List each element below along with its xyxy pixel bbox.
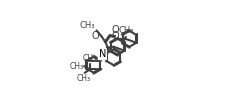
Text: O: O [111, 25, 118, 35]
Text: O: O [91, 31, 99, 41]
Text: CH₃: CH₃ [80, 21, 95, 30]
Text: CH₃: CH₃ [77, 74, 91, 83]
Text: O: O [112, 31, 119, 41]
Text: N: N [98, 49, 106, 59]
Text: CH₃: CH₃ [117, 26, 133, 35]
Text: CH₃: CH₃ [82, 54, 97, 63]
Text: CH₃: CH₃ [69, 62, 83, 71]
